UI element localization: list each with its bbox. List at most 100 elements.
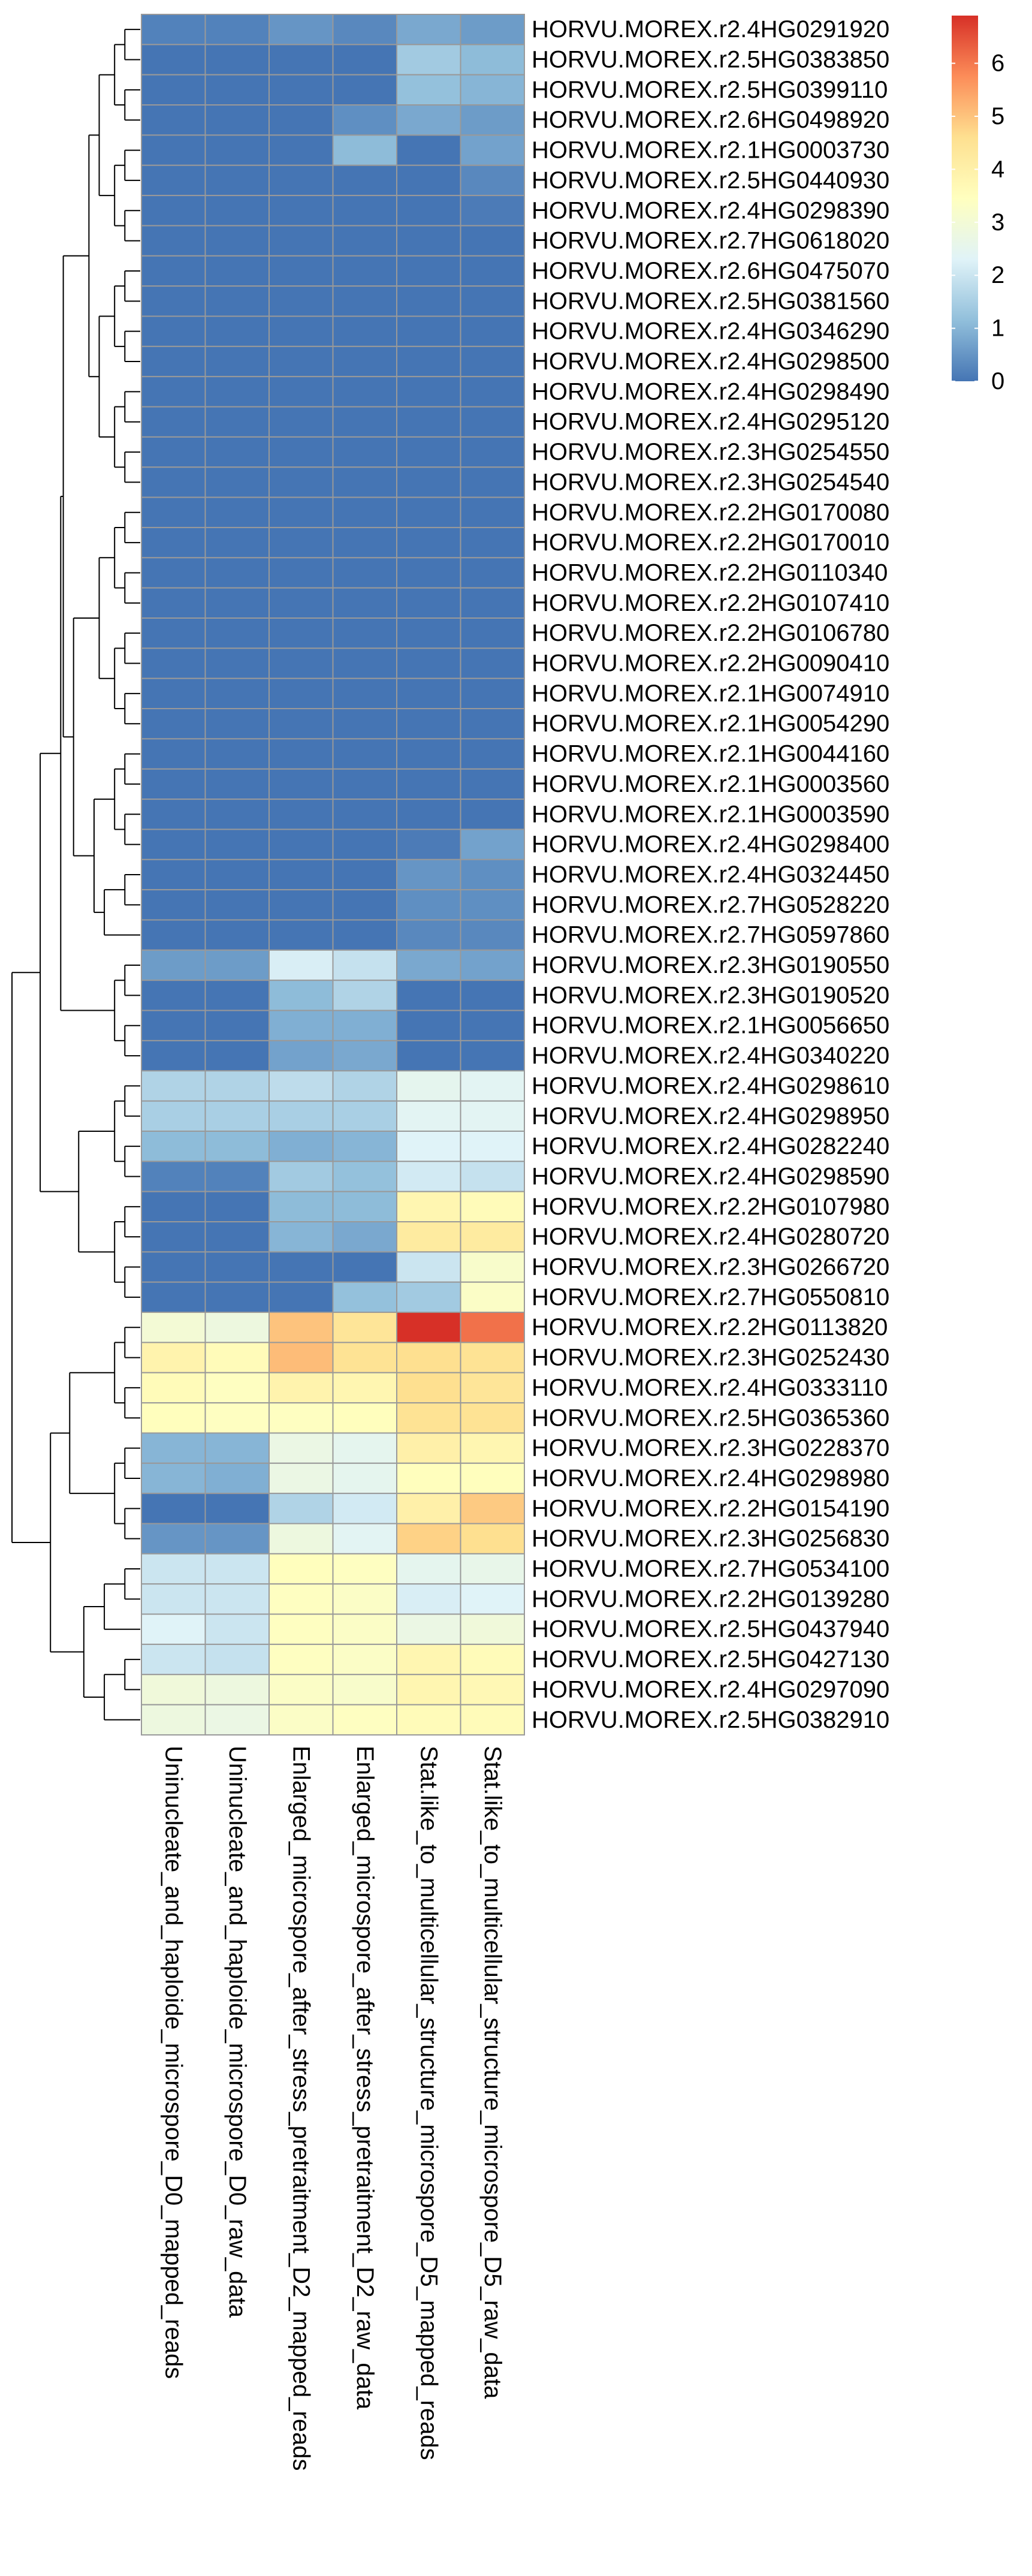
heatmap-cell: [332, 526, 397, 559]
column-label: Stat.like_to_multicellular_structure_mic…: [479, 1746, 506, 2399]
heatmap-cell: [460, 677, 525, 710]
heatmap-cell: [396, 1281, 461, 1313]
heatmap-cells: [141, 14, 525, 1736]
row-label: HORVU.MOREX.r2.4HG0298390: [532, 197, 889, 224]
heatmap-cell: [460, 195, 525, 227]
heatmap-cell: [141, 406, 206, 438]
heatmap-cell: [332, 1251, 397, 1283]
heatmap-cell: [332, 285, 397, 317]
heatmap-cell: [141, 828, 206, 860]
heatmap-cell: [332, 1583, 397, 1615]
heatmap-cell: [268, 617, 334, 649]
heatmap-cell: [268, 557, 334, 589]
heatmap-cell: [268, 980, 334, 1011]
heatmap-cell: [204, 1462, 270, 1495]
heatmap-cell: [268, 828, 334, 860]
row-label: HORVU.MOREX.r2.4HG0333110: [532, 1375, 888, 1401]
heatmap-cell: [460, 1372, 525, 1404]
heatmap-cell: [460, 1191, 525, 1223]
heatmap-cell: [204, 889, 270, 921]
heatmap-cell: [268, 1462, 334, 1495]
column-label: Uninucleate_and_haploide_microspore_D0_r…: [224, 1746, 251, 2318]
heatmap-cell: [204, 14, 270, 46]
row-label: HORVU.MOREX.r2.7HG0528220: [532, 891, 889, 918]
heatmap-cell: [460, 828, 525, 860]
heatmap-cell: [332, 1432, 397, 1464]
legend-tick-label: 0: [991, 368, 1004, 394]
heatmap-cell: [268, 1040, 334, 1072]
row-labels: HORVU.MOREX.r2.4HG0291920 HORVU.MOREX.r2.…: [532, 16, 889, 1733]
heatmap-cell: [141, 1553, 206, 1585]
heatmap-cell: [141, 1010, 206, 1041]
legend-tick-label: 2: [991, 262, 1004, 288]
heatmap-cell: [396, 436, 461, 468]
row-label: HORVU.MOREX.r2.4HG0291920: [532, 16, 889, 43]
heatmap-cell: [204, 1674, 270, 1706]
heatmap-cell: [396, 1613, 461, 1645]
heatmap-cell: [141, 1251, 206, 1283]
heatmap-cell: [396, 677, 461, 710]
heatmap-cell: [141, 1674, 206, 1706]
heatmap-cell: [460, 406, 525, 438]
heatmap-cell: [460, 799, 525, 830]
heatmap-cell: [396, 858, 461, 891]
heatmap-cell: [460, 587, 525, 619]
color-legend-bar: [952, 16, 978, 381]
heatmap-cell: [460, 1523, 525, 1554]
heatmap-cell: [332, 980, 397, 1011]
heatmap-cell: [268, 1251, 334, 1283]
heatmap-cell: [460, 104, 525, 136]
heatmap-cell: [141, 858, 206, 891]
heatmap-cell: [332, 376, 397, 408]
heatmap-cell: [141, 526, 206, 559]
heatmap-cell: [332, 1040, 397, 1072]
heatmap-cell: [204, 406, 270, 438]
heatmap-cell: [396, 980, 461, 1011]
row-label: HORVU.MOREX.r2.2HG0170080: [532, 499, 889, 526]
heatmap-cell: [141, 1221, 206, 1253]
heatmap-cell: [268, 1523, 334, 1554]
heatmap-cell: [204, 255, 270, 287]
heatmap-cell: [204, 617, 270, 649]
heatmap-cell: [460, 919, 525, 951]
heatmap-cell: [332, 1462, 397, 1495]
row-label: HORVU.MOREX.r2.5HG0399110: [532, 77, 888, 103]
column-label: Stat.like_to_multicellular_structure_mic…: [415, 1746, 442, 2460]
heatmap-cell: [332, 1402, 397, 1434]
heatmap-cell: [204, 1130, 270, 1162]
heatmap-cell: [396, 1432, 461, 1464]
heatmap-cell: [268, 315, 334, 347]
heatmap-cell: [332, 195, 397, 227]
heatmap-cell: [396, 828, 461, 860]
heatmap-cell: [204, 44, 270, 76]
heatmap-cell: [204, 1432, 270, 1464]
heatmap-cell: [332, 1312, 397, 1343]
heatmap-cell: [204, 376, 270, 408]
heatmap-cell: [460, 1493, 525, 1524]
row-label: HORVU.MOREX.r2.5HG0381560: [532, 288, 889, 314]
heatmap-cell: [204, 1372, 270, 1404]
row-label: HORVU.MOREX.r2.5HG0365360: [532, 1405, 889, 1431]
heatmap-cell: [396, 376, 461, 408]
heatmap-cell: [396, 466, 461, 498]
heatmap-cell: [460, 1251, 525, 1283]
heatmap-cell: [396, 949, 461, 981]
heatmap-cell: [204, 919, 270, 951]
heatmap-cell: [141, 799, 206, 830]
row-label: HORVU.MOREX.r2.5HG0427130: [532, 1646, 889, 1673]
row-label: HORVU.MOREX.r2.1HG0003560: [532, 771, 889, 797]
heatmap-cell: [460, 14, 525, 46]
heatmap-cell: [396, 1342, 461, 1373]
heatmap-cell: [141, 1040, 206, 1072]
heatmap-cell: [460, 225, 525, 257]
heatmap-cell: [141, 195, 206, 227]
heatmap-cell: [396, 919, 461, 951]
row-label: HORVU.MOREX.r2.6HG0475070: [532, 258, 889, 284]
heatmap-cell: [332, 1553, 397, 1585]
heatmap-cell: [268, 587, 334, 619]
heatmap-cell: [268, 858, 334, 891]
heatmap-cell: [460, 1643, 525, 1676]
heatmap-cell: [268, 496, 334, 528]
heatmap-cell: [268, 1100, 334, 1132]
